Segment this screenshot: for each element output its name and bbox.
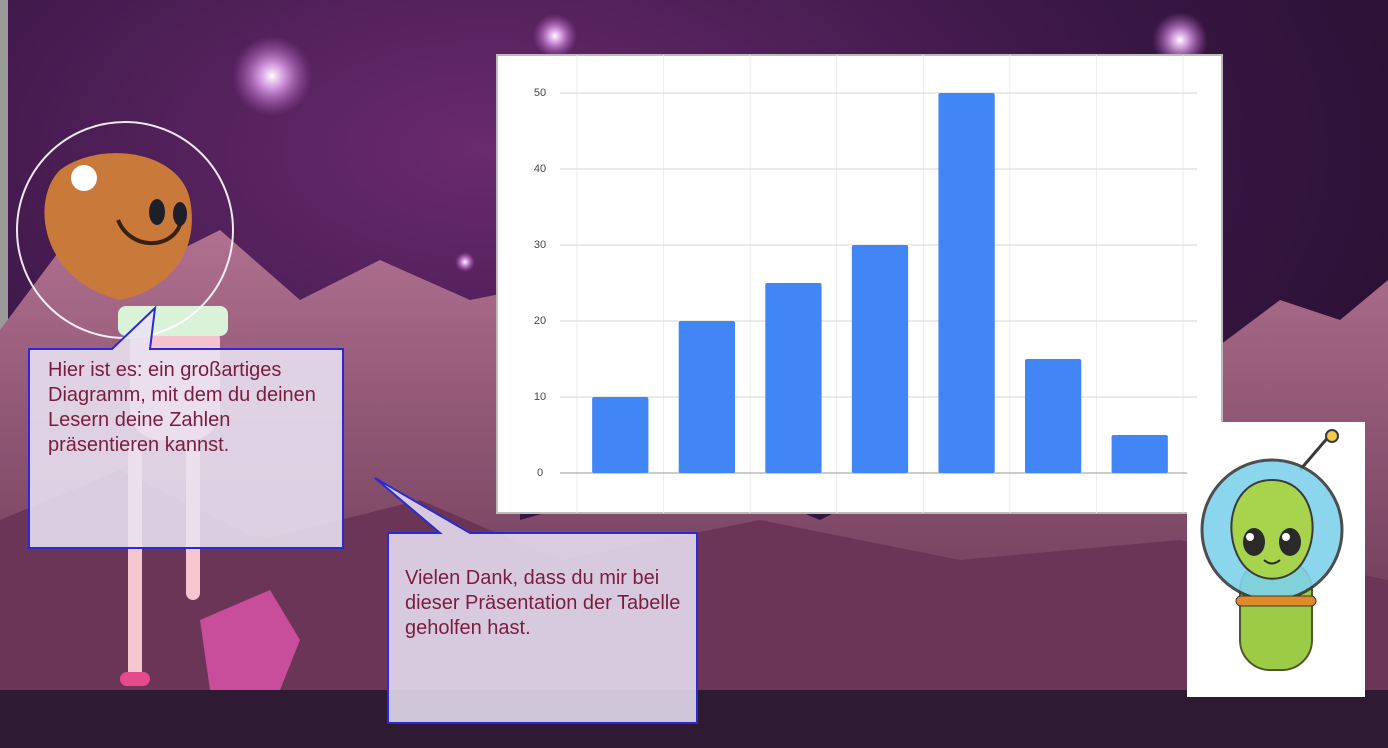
bar xyxy=(1111,435,1168,473)
y-tick-label: 30 xyxy=(534,239,546,251)
callout-bubble xyxy=(28,305,344,549)
star-glow xyxy=(232,36,312,116)
callout-text: Vielen Dank, dass du mir bei dieser Präs… xyxy=(405,567,681,639)
bar xyxy=(851,245,909,473)
callout-bubble xyxy=(374,477,698,724)
y-tick-label: 50 xyxy=(534,87,546,99)
bar xyxy=(938,93,995,473)
y-tick-label: 40 xyxy=(534,163,546,175)
star-glow xyxy=(455,252,475,272)
star-glow xyxy=(533,14,577,58)
y-tick-label: 0 xyxy=(537,467,543,479)
y-tick-label: 10 xyxy=(534,391,546,403)
alien-card xyxy=(1187,422,1365,697)
y-tick-label: 20 xyxy=(534,315,546,327)
bar xyxy=(1025,359,1082,473)
chart: 0 10 20 30 40 50 xyxy=(534,55,1197,513)
callout-text: Hier ist es: ein großartiges Diagramm, m… xyxy=(48,359,316,456)
bar xyxy=(765,283,822,473)
bar xyxy=(678,321,735,473)
bar xyxy=(592,397,649,473)
